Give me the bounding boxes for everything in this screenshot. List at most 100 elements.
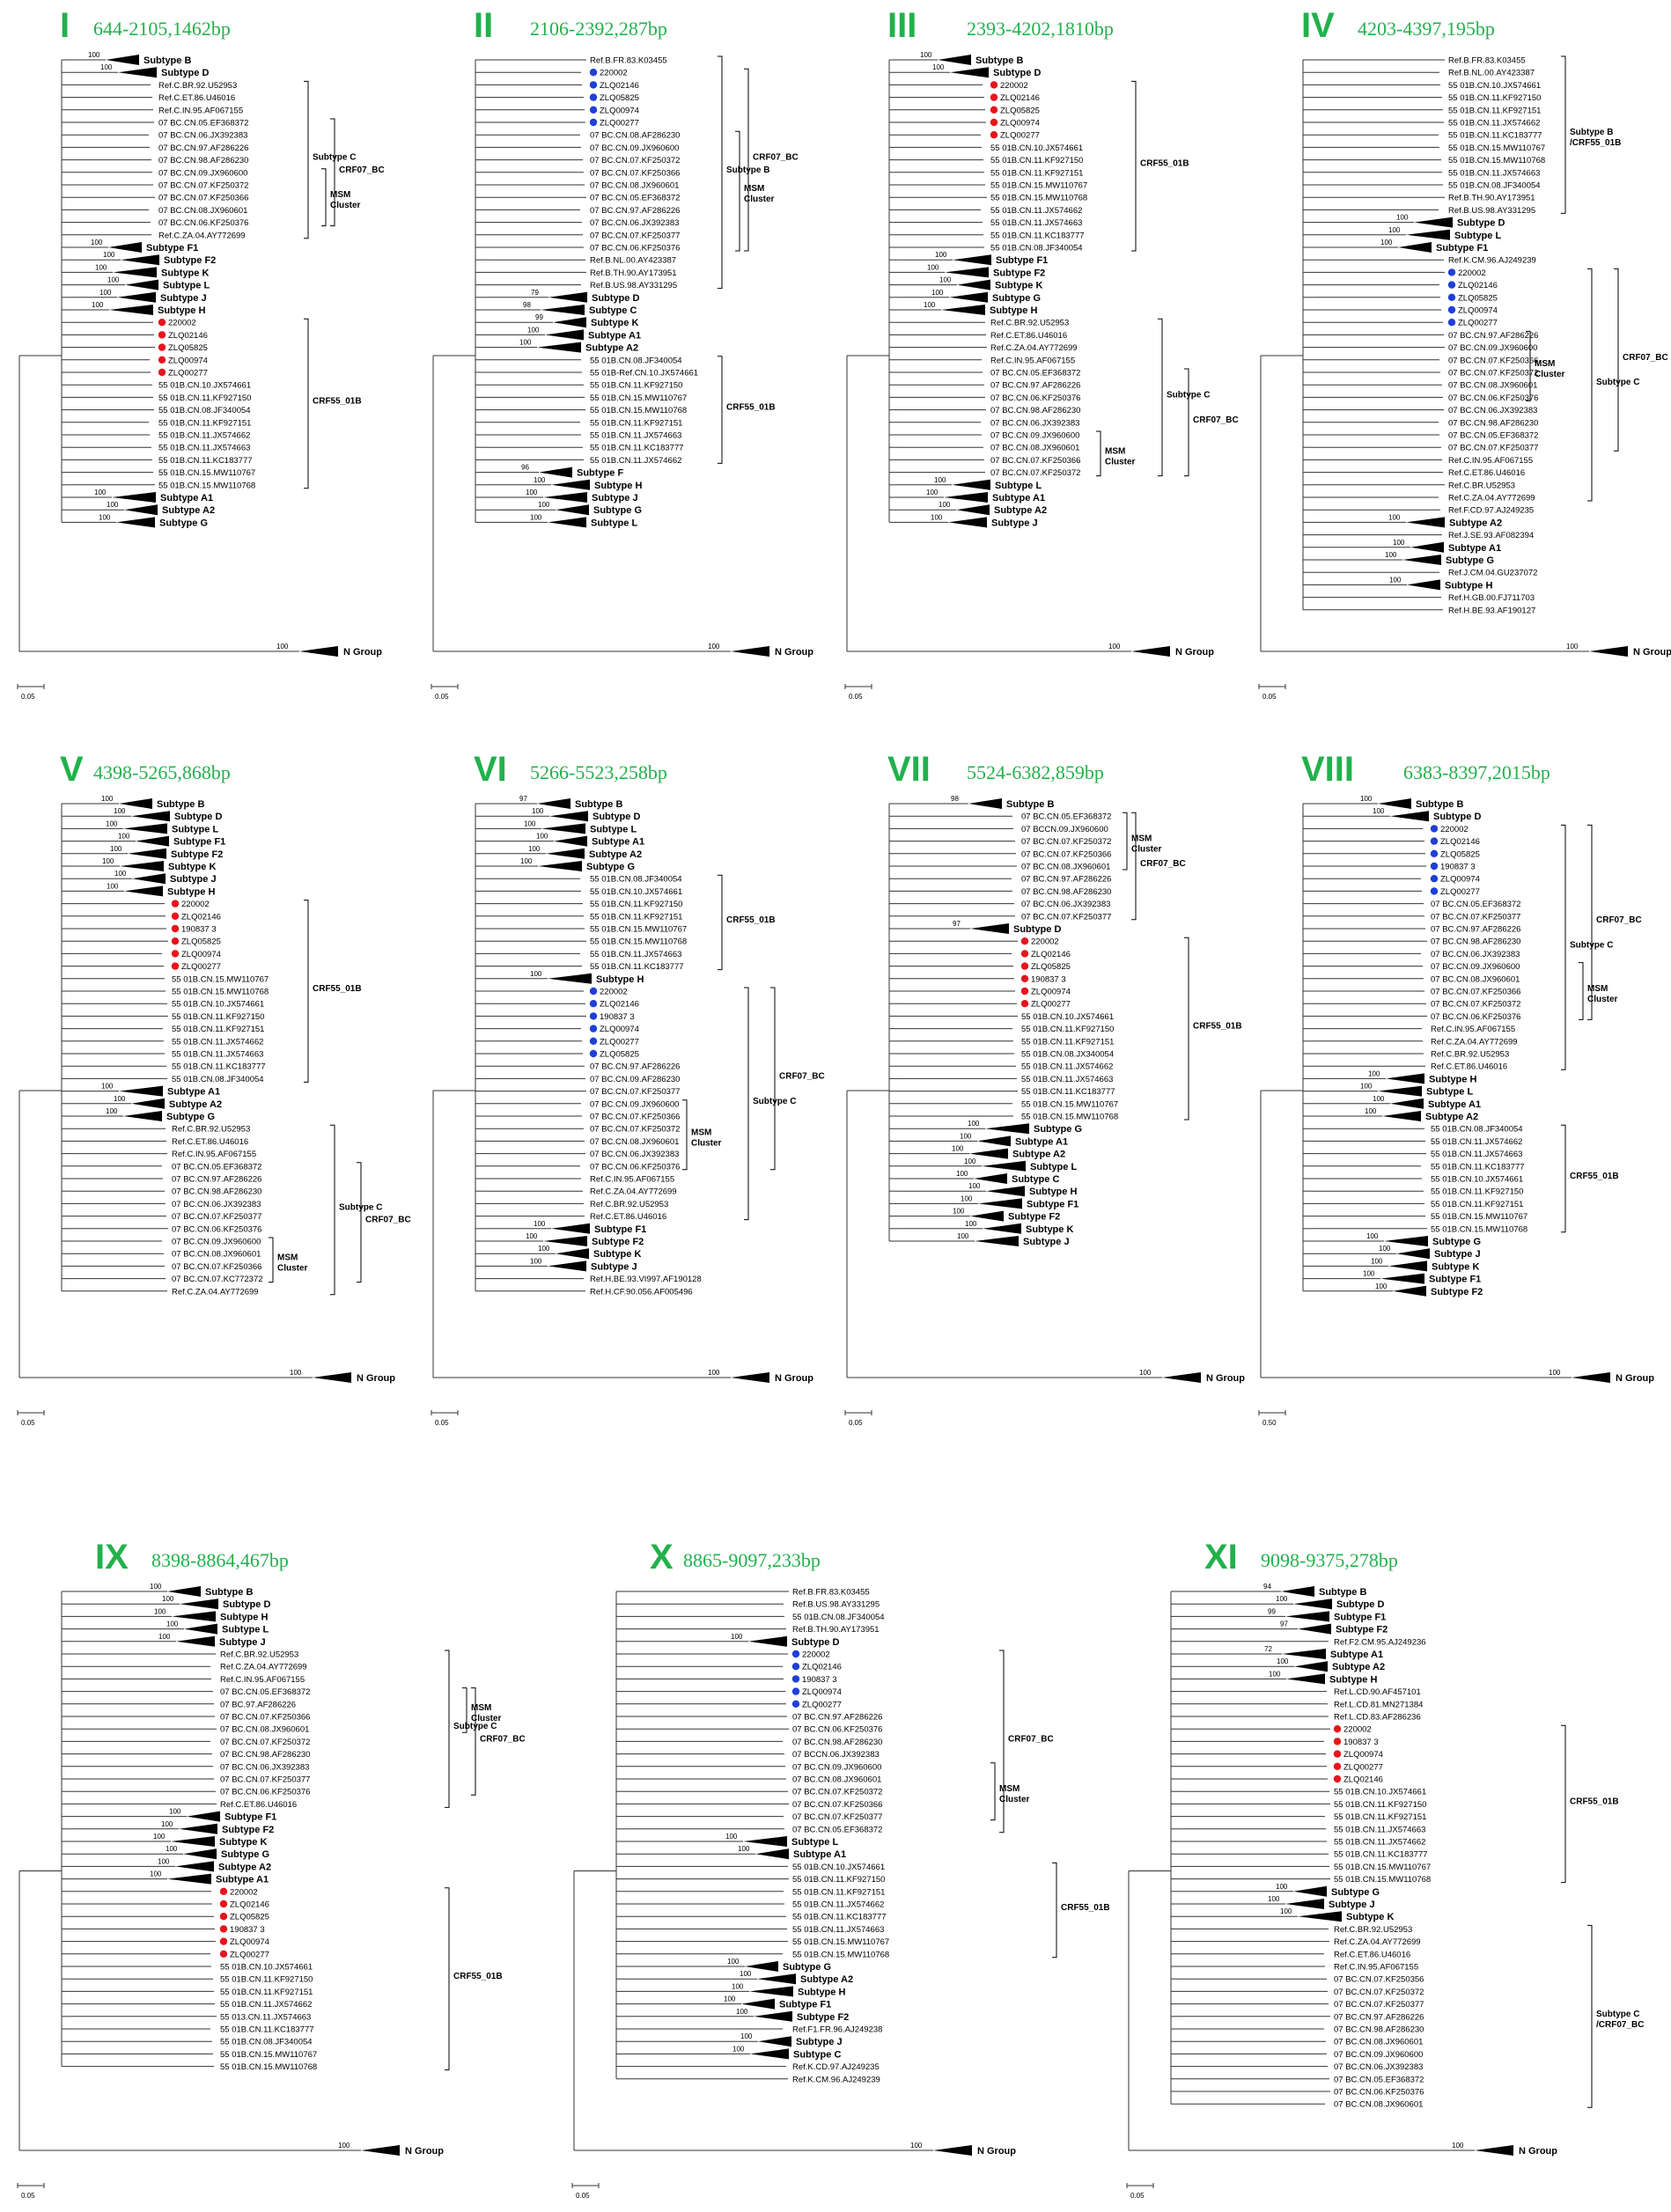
bootstrap-value: 100 xyxy=(534,476,546,484)
leaf-label: 190837 3 xyxy=(802,1675,837,1685)
leaf-label: 55 01B.CN.11.KF927151 xyxy=(1448,106,1541,115)
clade-bracket xyxy=(269,1237,274,1283)
panel-numeral: XI xyxy=(1204,1538,1238,1576)
collapsed-clade-wedge xyxy=(1382,1111,1421,1121)
collapsed-clade-wedge xyxy=(132,873,166,885)
red-sample-dot xyxy=(990,106,998,114)
collapsed-clade-wedge xyxy=(180,1598,218,1610)
leaf-label: 55 01B.CN.08.JF340054 xyxy=(590,875,682,885)
clade-label: Subtype J xyxy=(219,1637,266,1648)
clade-label: Subtype D xyxy=(1336,1599,1384,1610)
collapsed-clade-wedge xyxy=(554,835,587,847)
leaf-label: ZLQ02146 xyxy=(600,1000,639,1010)
leaf-label: Ref.H.CF.90.056.AF005496 xyxy=(590,1287,693,1297)
scale-bar-label: 0.05 xyxy=(576,2192,590,2200)
leaf-label: 55 01B.CN.11.KF927151 xyxy=(158,418,251,428)
outgroup-bootstrap: 100 xyxy=(910,2142,923,2150)
red-sample-dot xyxy=(158,331,166,339)
red-sample-dot xyxy=(1020,1000,1029,1008)
collapsed-clade-wedge xyxy=(543,492,587,503)
leaf-label: Ref.C.ET.86.U46016 xyxy=(1334,1950,1410,1959)
bootstrap-value: 100 xyxy=(534,1220,546,1228)
collapsed-clade-wedge xyxy=(948,517,987,528)
leaf-label: ZLQ02146 xyxy=(802,1663,842,1672)
leaf-label: 07 BC.CN.07.KF250372 xyxy=(1021,837,1111,847)
outgroup-bootstrap: 100 xyxy=(1452,2142,1464,2150)
leaf-label: 07 BC.CN.09.JX960600 xyxy=(158,168,247,178)
collapsed-clade-wedge xyxy=(952,479,990,490)
leaf-label: 55 01B.CN.10.JX574661 xyxy=(220,1963,313,1973)
leaf-label: ZLQ02146 xyxy=(230,1900,269,1910)
leaf-label: 55 01B.CN.11.JX574662 xyxy=(590,456,681,466)
leaf-label: 55 01B.CN.08.JF340054 xyxy=(590,356,682,365)
collapsed-clade-wedge xyxy=(537,798,570,809)
bootstrap-value: 100 xyxy=(920,51,932,59)
leaf-label: 55 01B.CN.11.JX574662 xyxy=(1334,1838,1425,1848)
leaf-label: 07 BC.CN.07.KF250377 xyxy=(590,231,680,240)
outgroup-label: N Group xyxy=(405,2146,444,2157)
bracket-label: Subtype B xyxy=(1570,128,1613,137)
bracket-label: MSM xyxy=(999,1784,1020,1794)
bootstrap-value: 100 xyxy=(158,1633,171,1641)
collapsed-clade-wedge xyxy=(131,811,170,822)
leaf-label: Ref.C.ET.86.U46016 xyxy=(172,1137,248,1147)
leaf-label: 55 01B.CN.11.KF927151 xyxy=(1431,1200,1523,1209)
blue-sample-dot xyxy=(1430,849,1439,857)
leaf-label: 55 01B.CN.08.JX340054 xyxy=(1021,1050,1114,1060)
leaf-label: Ref.B.NL.00.AY423387 xyxy=(590,256,676,266)
outgroup-label: N Group xyxy=(1519,2146,1557,2157)
leaf-label: 55 01B.CN.10.JX574661 xyxy=(792,1863,885,1872)
tree-panel-x: X 8865-9097,233bp Ref.B.FR.83.K03455 Ref.B.… xyxy=(571,1538,1110,2200)
blue-sample-dot xyxy=(589,987,598,996)
scale-bar-label: 0.05 xyxy=(849,1419,863,1427)
bootstrap-value: 100 xyxy=(526,489,538,496)
clade-bracket xyxy=(1123,812,1128,871)
leaf-label: Ref.F2.CM.95.AJ249236 xyxy=(1334,1637,1426,1647)
leaf-label: 07 BCCN.09.JX960600 xyxy=(1021,825,1108,834)
outgroup-wedge xyxy=(731,646,769,657)
bracket-label: MSM xyxy=(277,1253,298,1262)
leaf-label: 55 01B.CN.11.KF927150 xyxy=(590,900,682,909)
leaf-label: 07 BC.CN.09.JX960600 xyxy=(1448,343,1537,353)
bracket-label: /CRF55_01B xyxy=(1570,138,1621,148)
leaf-label: 07 BC.CN.05.EF368372 xyxy=(220,1687,310,1697)
outgroup-wedge xyxy=(1131,646,1170,657)
clade-bracket xyxy=(718,874,723,971)
leaf-label: Ref.B.US.98.AY331295 xyxy=(1448,206,1535,216)
collapsed-clade-wedge xyxy=(1286,1673,1325,1685)
leaf-label: 07 BC.CN.08.JX960601 xyxy=(1431,974,1520,984)
leaf-label: 55 01B.CN.08.JF340054 xyxy=(1448,181,1541,191)
leaf-label: Ref.B.FR.83.K03455 xyxy=(590,56,667,66)
leaf-label: 07 BC.CN.05.EF368372 xyxy=(172,1162,261,1172)
collapsed-clade-wedge xyxy=(118,67,157,78)
bracket-label: CRF55_01B xyxy=(726,403,776,413)
leaf-label: ZLQ02146 xyxy=(1458,281,1498,290)
scale-bar-label: 0.05 xyxy=(21,1419,35,1427)
leaf-label: ZLQ00974 xyxy=(1000,119,1040,129)
collapsed-clade-wedge xyxy=(551,479,590,490)
leaf-label: ZLQ00277 xyxy=(802,1700,842,1709)
leaf-label: 07 BC.CN.08.JX960601 xyxy=(1021,863,1110,872)
collapsed-clade-wedge xyxy=(950,67,989,78)
leaf-label: ZLQ00974 xyxy=(181,950,221,959)
bracket-label: MSM xyxy=(330,190,350,200)
clade-label: Subtype B xyxy=(1006,799,1054,810)
clade-label: Subtype L xyxy=(222,1625,269,1635)
bootstrap-value: 100 xyxy=(968,1120,980,1128)
collapsed-clade-wedge xyxy=(986,1186,1025,1197)
leaf-label: 07 BC.CN.06.KF250376 xyxy=(220,1788,310,1797)
leaf-label: 07 BC.CN.06.JX392383 xyxy=(1448,406,1537,415)
leaf-label: 07 BC.CN.97.AF286226 xyxy=(590,206,680,216)
collapsed-clade-wedge xyxy=(538,861,582,871)
outgroup-label: N Group xyxy=(775,1373,813,1384)
leaf-label: 07 BC.CN.08.JX960601 xyxy=(172,1250,261,1260)
bootstrap-value: 100 xyxy=(118,833,130,841)
collapsed-clade-wedge xyxy=(1396,1248,1430,1260)
blue-sample-dot xyxy=(589,106,598,114)
outgroup-bootstrap: 100 xyxy=(276,643,289,650)
leaf-label: 55 01B.CN.08.JF340054 xyxy=(792,1613,885,1622)
leaf-label: Ref.C.BR.92.U52953 xyxy=(990,319,1069,328)
leaf-label: Ref.C.ZA.04.AY772699 xyxy=(590,1187,677,1197)
collapsed-clade-wedge xyxy=(541,305,585,315)
leaf-label: Ref.C.BR.92.U52953 xyxy=(158,81,237,91)
